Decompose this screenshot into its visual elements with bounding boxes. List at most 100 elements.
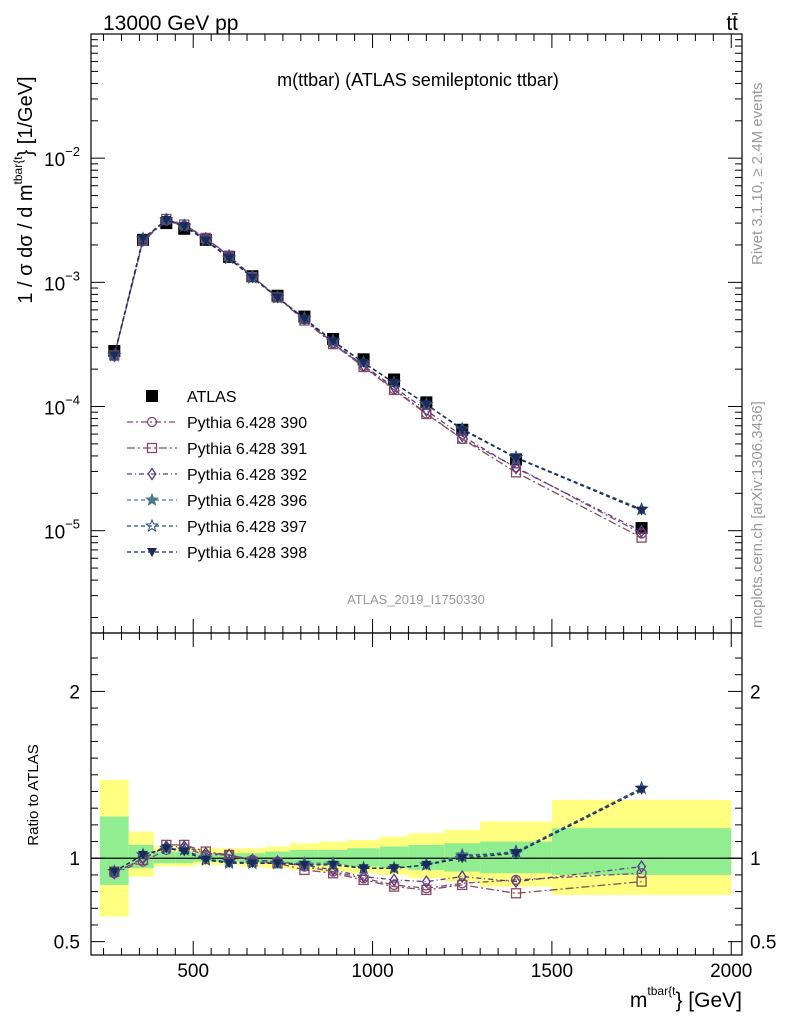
series-0 — [108, 217, 648, 535]
data-point — [358, 358, 369, 368]
y-tick-label: 10−4 — [44, 393, 80, 420]
analysis-tag: ATLAS_2019_I1750330 — [347, 592, 485, 607]
legend-entry: Pythia 6.428 398 — [127, 545, 307, 562]
y-tick-label: 10−5 — [44, 517, 80, 544]
data-point — [511, 461, 521, 475]
data-point — [421, 884, 432, 896]
x-axis-title-tail: } [GeV] — [675, 989, 742, 1012]
data-point — [299, 314, 310, 324]
process-label: tt̄ — [726, 12, 738, 35]
x-tick-label: 1500 — [531, 961, 573, 982]
data-point — [389, 864, 400, 874]
data-point — [636, 506, 647, 516]
y-tick-labels: 10−5 10−4 10−3 10−2 — [44, 144, 80, 544]
legend-label: Pythia 6.428 392 — [187, 467, 307, 484]
data-point — [636, 524, 647, 538]
ratio-frame — [90, 632, 743, 956]
ratio-ticks — [91, 633, 742, 955]
series-1 — [109, 215, 647, 539]
legend-label: Pythia 6.428 398 — [187, 545, 307, 562]
x-axis-title-main: m — [630, 989, 648, 1012]
data-point — [636, 785, 647, 795]
data-point — [145, 492, 159, 507]
data-point — [457, 429, 467, 443]
data-point — [421, 874, 431, 889]
legend-entry: Pythia 6.428 390 — [127, 415, 307, 432]
data-point — [359, 869, 369, 884]
data-point — [636, 868, 647, 879]
data-point — [328, 863, 338, 877]
ratio-tick-label-right: 2 — [750, 682, 761, 703]
data-point — [138, 850, 149, 860]
legend-label: Pythia 6.428 396 — [187, 493, 307, 510]
legend-label: ATLAS — [187, 389, 237, 406]
x-tick-label: 500 — [177, 961, 209, 982]
data-point — [247, 273, 258, 283]
data-point — [358, 874, 369, 886]
data-point — [358, 864, 369, 874]
ratio-tick-label-right: 0.5 — [750, 933, 776, 954]
band-inner — [153, 851, 176, 864]
series-line — [113, 218, 642, 532]
data-point — [138, 234, 149, 244]
band-inner — [347, 848, 380, 867]
legend: ATLAS Pythia 6.428 390 Pythia 6.428 391 Pyt… — [127, 389, 307, 562]
data-point — [147, 467, 157, 481]
ratio-tick-label-left: 1 — [69, 849, 80, 870]
data-point — [146, 390, 158, 402]
series-line — [113, 219, 642, 512]
data-point — [224, 254, 235, 264]
data-point — [200, 855, 211, 865]
data-point — [510, 888, 522, 899]
data-point — [389, 873, 399, 887]
data-point — [457, 869, 467, 884]
legend-label: Pythia 6.428 397 — [187, 519, 307, 536]
ratio-axis-title: Ratio to ATLAS — [25, 744, 42, 845]
y-tick-label: 10−2 — [44, 144, 80, 171]
ratio-line — [113, 789, 642, 873]
band-inner — [379, 846, 409, 869]
y-axis-title-super: tbar{t — [11, 156, 25, 185]
data-point — [636, 876, 647, 887]
main-frame — [90, 33, 743, 634]
x-tick-label: 1000 — [351, 961, 393, 982]
data-point — [109, 867, 120, 877]
ratio-tick-label-left: 0.5 — [54, 933, 80, 954]
svg-text:1 / σ dσ / d mtbar{t} [1/GeV]: 1 / σ dσ / d mtbar{t} [1/GeV] — [11, 76, 37, 303]
data-point — [161, 215, 172, 225]
legend-entry: Pythia 6.428 397 — [127, 518, 307, 536]
data-point — [109, 351, 120, 361]
chart-title: m(ttbar) (ATLAS semileptonic ttbar) — [277, 70, 559, 90]
data-point — [200, 236, 211, 246]
series-line — [113, 219, 642, 535]
data-point — [146, 442, 158, 454]
data-point — [388, 881, 400, 892]
ratio-panel: 0.5 0.5 1 1 2 2 Ratio to ATLAS — [25, 632, 777, 956]
x-tick-label: 2000 — [710, 961, 752, 982]
series-6 — [109, 215, 647, 516]
data-point — [161, 844, 172, 854]
series-line — [113, 219, 642, 510]
legend-entry: ATLAS — [146, 389, 237, 406]
data-point — [511, 453, 522, 463]
ratio-series — [107, 780, 649, 899]
y-axis-title: 1 / σ dσ / d mtbar{t} [1/GeV] — [11, 76, 37, 303]
data-point — [457, 879, 468, 891]
data-point — [421, 400, 432, 410]
data-point — [636, 859, 647, 874]
data-point — [146, 416, 158, 428]
series-3 — [109, 212, 647, 538]
data-point — [389, 378, 400, 388]
data-point — [421, 860, 432, 870]
legend-label: Pythia 6.428 391 — [187, 441, 307, 458]
ratio-tick-label-left: 2 — [69, 682, 80, 703]
y-axis-title-tail: } [1/GeV] — [15, 76, 37, 156]
data-point — [272, 293, 283, 303]
y-axis-title-main: 1 / σ dσ / d m — [15, 184, 37, 303]
band-inner — [175, 851, 194, 864]
ratio-tick-labels: 0.5 0.5 1 1 2 2 — [54, 682, 777, 953]
x-axis-title: mtbar{t} [GeV] — [630, 984, 742, 1012]
data-point — [272, 859, 283, 869]
mcplots-label: mcplots.cern.ch [arXiv:1306.3436] — [749, 401, 766, 628]
